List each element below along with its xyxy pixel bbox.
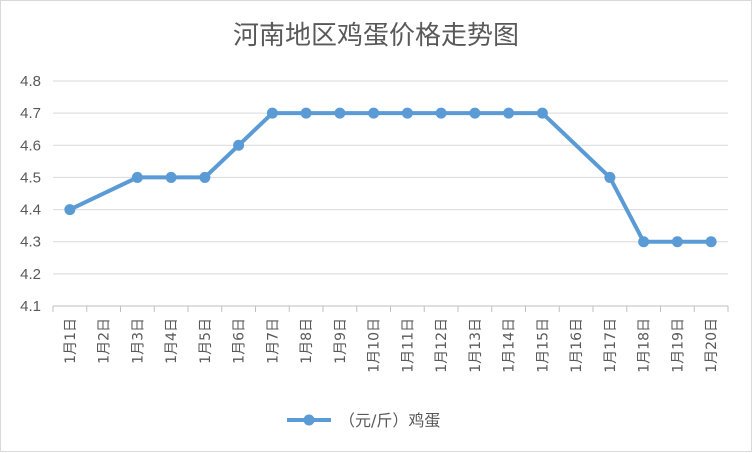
data-point[interactable] <box>536 107 548 119</box>
x-tick-label: 1月17日 <box>603 318 619 373</box>
x-tick-label: 1月6日 <box>232 318 248 364</box>
x-tick-label: 1月12日 <box>434 318 450 373</box>
x-tick-label: 1月1日 <box>63 318 79 364</box>
y-tick-label: 4.5 <box>20 169 41 186</box>
y-tick-label: 4.7 <box>20 105 41 122</box>
x-tick-label: 1月19日 <box>670 318 686 373</box>
y-tick-label: 4.8 <box>20 73 41 90</box>
x-tick-label: 1月18日 <box>637 318 653 373</box>
data-point[interactable] <box>638 236 650 248</box>
data-point[interactable] <box>435 107 447 119</box>
x-axis-ticks: 1月1日 1月2日 1月3日 1月4日 1月5日 1月6日 1月7日 1月8日 1月9日 1月10… <box>52 306 729 373</box>
y-axis-ticks: 4.1 4.2 4.3 4.4 4.5 4.6 4.7 4.8 <box>20 73 41 315</box>
data-point[interactable] <box>469 107 481 119</box>
x-tick-label: 1月7日 <box>265 318 281 364</box>
y-tick-label: 4.2 <box>20 266 41 283</box>
data-point[interactable] <box>165 171 177 183</box>
data-point[interactable] <box>300 107 312 119</box>
data-point[interactable] <box>604 171 616 183</box>
data-point[interactable] <box>503 107 515 119</box>
y-tick-label: 4.1 <box>20 298 41 315</box>
data-point[interactable] <box>64 204 76 216</box>
x-tick-label: 1月14日 <box>502 318 518 373</box>
legend[interactable]: （元/斤）鸡蛋 <box>287 411 440 430</box>
x-tick-label: 1月8日 <box>299 318 315 364</box>
x-tick-label: 1月16日 <box>569 318 585 373</box>
x-tick-label: 1月11日 <box>400 318 416 373</box>
series-line <box>69 111 712 244</box>
x-tick-label: 1月13日 <box>468 318 484 373</box>
x-tick-label: 1月3日 <box>130 318 146 364</box>
x-tick-label: 1月10日 <box>367 318 383 373</box>
x-tick-label: 1月2日 <box>97 318 113 364</box>
x-tick-label: 1月4日 <box>164 318 180 364</box>
series-layer <box>64 107 717 248</box>
chart-title: 河南地区鸡蛋价格走势图 <box>233 21 519 51</box>
data-point[interactable] <box>401 107 413 119</box>
data-point[interactable] <box>199 171 211 183</box>
data-point[interactable] <box>334 107 346 119</box>
x-tick-label: 1月9日 <box>333 318 349 364</box>
y-tick-label: 4.4 <box>20 202 41 219</box>
legend-marker <box>303 414 315 426</box>
x-tick-label: 1月15日 <box>535 318 551 373</box>
data-point[interactable] <box>233 139 245 151</box>
y-tick-label: 4.6 <box>20 137 41 154</box>
y-tick-label: 4.3 <box>20 234 41 251</box>
data-point[interactable] <box>368 107 380 119</box>
x-tick-label: 1月20日 <box>704 318 720 373</box>
data-point[interactable] <box>131 171 143 183</box>
legend-label: （元/斤）鸡蛋 <box>339 411 440 430</box>
data-point[interactable] <box>266 107 278 119</box>
data-point[interactable] <box>705 236 717 248</box>
x-tick-label: 1月5日 <box>198 318 214 364</box>
data-point[interactable] <box>671 236 683 248</box>
